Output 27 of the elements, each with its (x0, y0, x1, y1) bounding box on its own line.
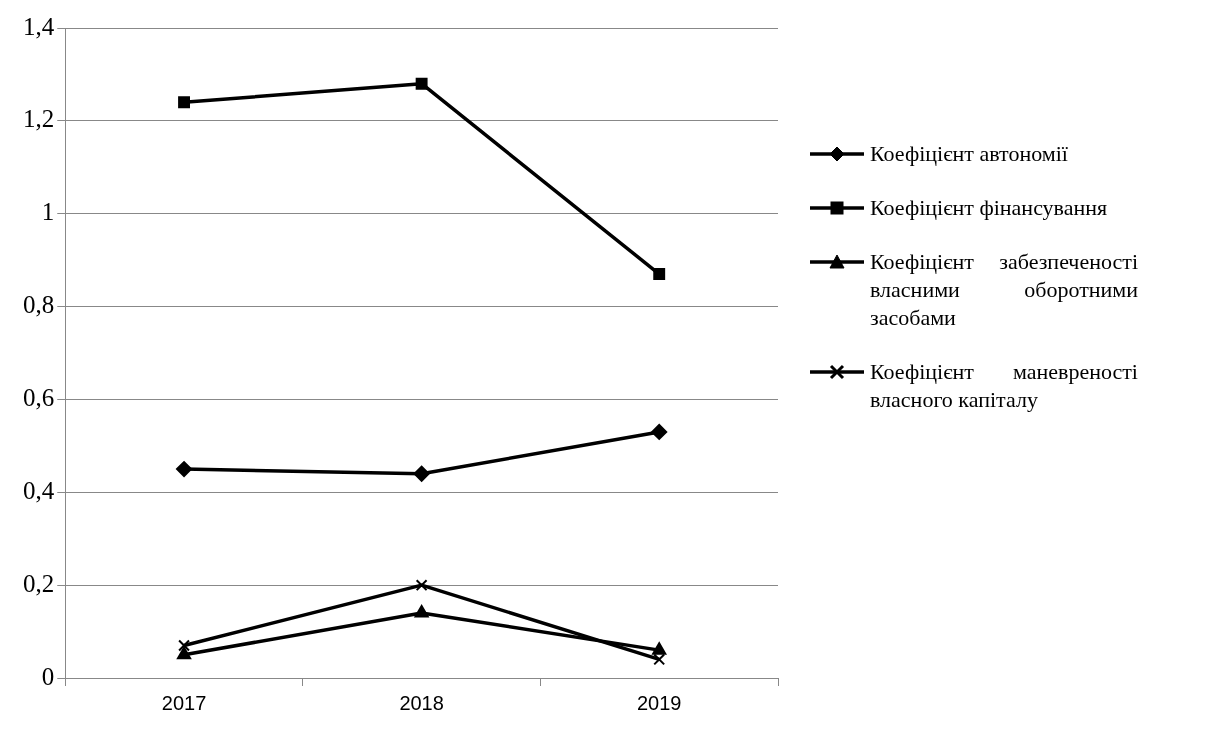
point (178, 639, 190, 652)
point (415, 77, 428, 90)
y-tick-label: 0,8 (23, 291, 55, 319)
y-tick-label: 0,6 (23, 383, 55, 411)
point (413, 465, 430, 482)
y-tick-label: 1,2 (23, 105, 55, 133)
legend-label: Коефіцієнт автономії (870, 140, 1068, 168)
x-tick-label: 2017 (161, 691, 207, 714)
x-tick-label: 2019 (636, 691, 682, 714)
point (414, 605, 429, 618)
legend-label: Коефіцієнт забезпеченості власними оборотними засобами (870, 248, 1138, 332)
x-tick-label: 2018 (399, 691, 444, 714)
y-tick-label: 0 (41, 662, 55, 690)
legend-label: Коефіцієнт фінансування (870, 194, 1108, 222)
point (415, 579, 428, 592)
y-tick-label: 1,4 (23, 12, 55, 40)
point (651, 423, 668, 440)
y-tick-label: 1 (41, 198, 55, 226)
point (653, 268, 666, 281)
y-tick-label: 0,2 (23, 569, 55, 597)
legend-label: Коефіцієнт маневреності власного капіталу (870, 358, 1138, 414)
point (653, 653, 666, 666)
y-tick-label: 0,4 (23, 476, 55, 504)
point (176, 461, 193, 478)
point (178, 96, 190, 109)
point (176, 646, 192, 660)
point (652, 642, 667, 655)
